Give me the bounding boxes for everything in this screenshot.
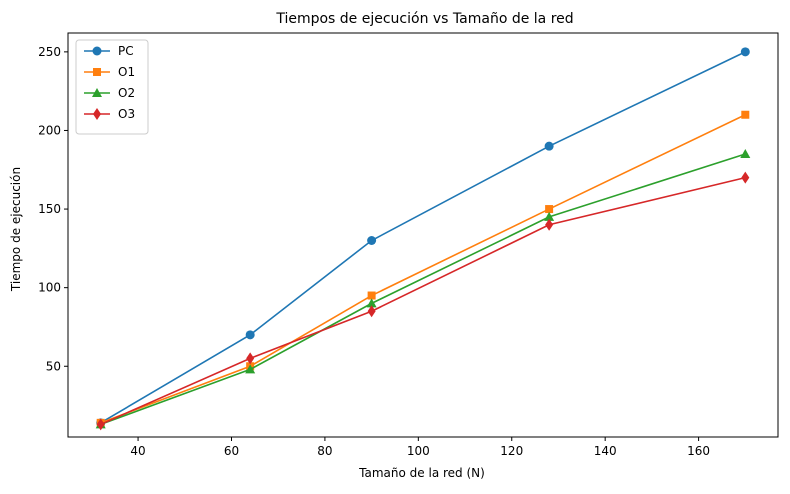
legend-label-o2: O2 <box>118 86 135 100</box>
legend-label-pc: PC <box>118 44 134 58</box>
legend-marker-pc <box>92 46 102 56</box>
x-tick-label: 160 <box>687 444 710 458</box>
y-tick-label: 50 <box>46 359 61 373</box>
data-point-o2 <box>245 364 256 374</box>
legend-marker-o1 <box>93 68 101 76</box>
x-tick-label: 80 <box>317 444 332 458</box>
legend-label-o1: O1 <box>118 65 135 79</box>
data-point-o3 <box>367 305 376 318</box>
y-tick-label: 150 <box>38 202 61 216</box>
data-point-o1 <box>741 110 750 119</box>
data-point-o3 <box>96 418 105 431</box>
x-tick-label: 140 <box>594 444 617 458</box>
legend-marker-o2 <box>92 88 102 97</box>
data-point-o3 <box>545 218 554 231</box>
x-tick-label: 120 <box>500 444 523 458</box>
chart-title: Tiempos de ejecución vs Tamaño de la red <box>275 11 573 27</box>
data-point-o2 <box>366 298 377 308</box>
data-point-pc <box>544 141 554 151</box>
y-tick-label: 250 <box>38 45 61 59</box>
legend-marker-o3 <box>93 108 101 120</box>
data-point-o3 <box>246 352 255 365</box>
x-tick-label: 100 <box>407 444 430 458</box>
axes-frame <box>67 32 779 438</box>
legend-box <box>75 39 149 135</box>
data-point-pc <box>245 330 255 340</box>
y-axis-label: Tiempo de ejecución <box>9 167 23 292</box>
y-tick-label: 100 <box>38 281 61 295</box>
y-tick-label: 200 <box>38 123 61 137</box>
x-tick-label: 60 <box>224 444 239 458</box>
data-point-pc <box>367 236 377 246</box>
data-point-o1 <box>545 205 554 214</box>
plot-area: 40 60 80 100 120 140 160 50 100 150 200 250 PC O1 O2 O3 <box>38 32 779 458</box>
x-axis-label: Tamaño de la red (N) <box>358 466 485 480</box>
data-point-pc <box>740 47 750 57</box>
data-point-o1 <box>367 291 376 300</box>
data-point-o3 <box>741 171 750 184</box>
legend: PC O1 O2 O3 <box>75 39 149 135</box>
x-tick-label: 40 <box>130 444 145 458</box>
data-point-o2 <box>544 211 555 221</box>
legend-label-o3: O3 <box>118 107 135 121</box>
data-point-o2 <box>740 149 751 159</box>
